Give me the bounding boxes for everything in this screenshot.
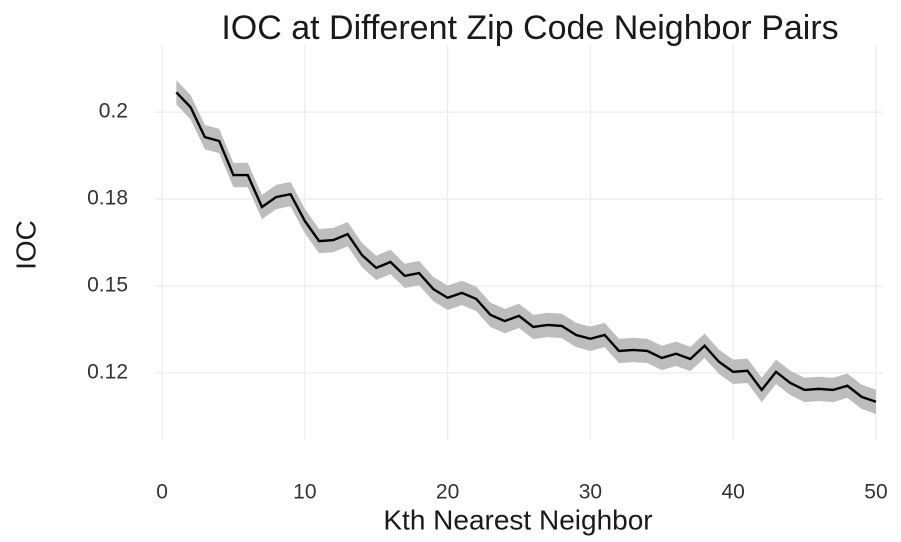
y-tick-label: 0.15 [87,274,128,297]
x-tick-label: 30 [579,481,602,504]
confidence-band [176,80,876,414]
x-tick-label: 10 [293,481,316,504]
x-tick-label: 0 [156,481,168,504]
y-tick-label: 0.18 [87,187,128,210]
chart-title: IOC at Different Zip Code Neighbor Pairs [221,9,838,47]
line [175,91,877,403]
x-tick-label: 20 [436,481,459,504]
y-tick-label: 0.2 [99,100,128,123]
y-tick-label: 0.12 [87,360,128,383]
x-tick-label: 50 [864,481,887,504]
y-axis-label: IOC [10,220,41,270]
x-axis-label: Kth Nearest Neighbor [383,504,652,535]
x-tick-label: 40 [721,481,744,504]
